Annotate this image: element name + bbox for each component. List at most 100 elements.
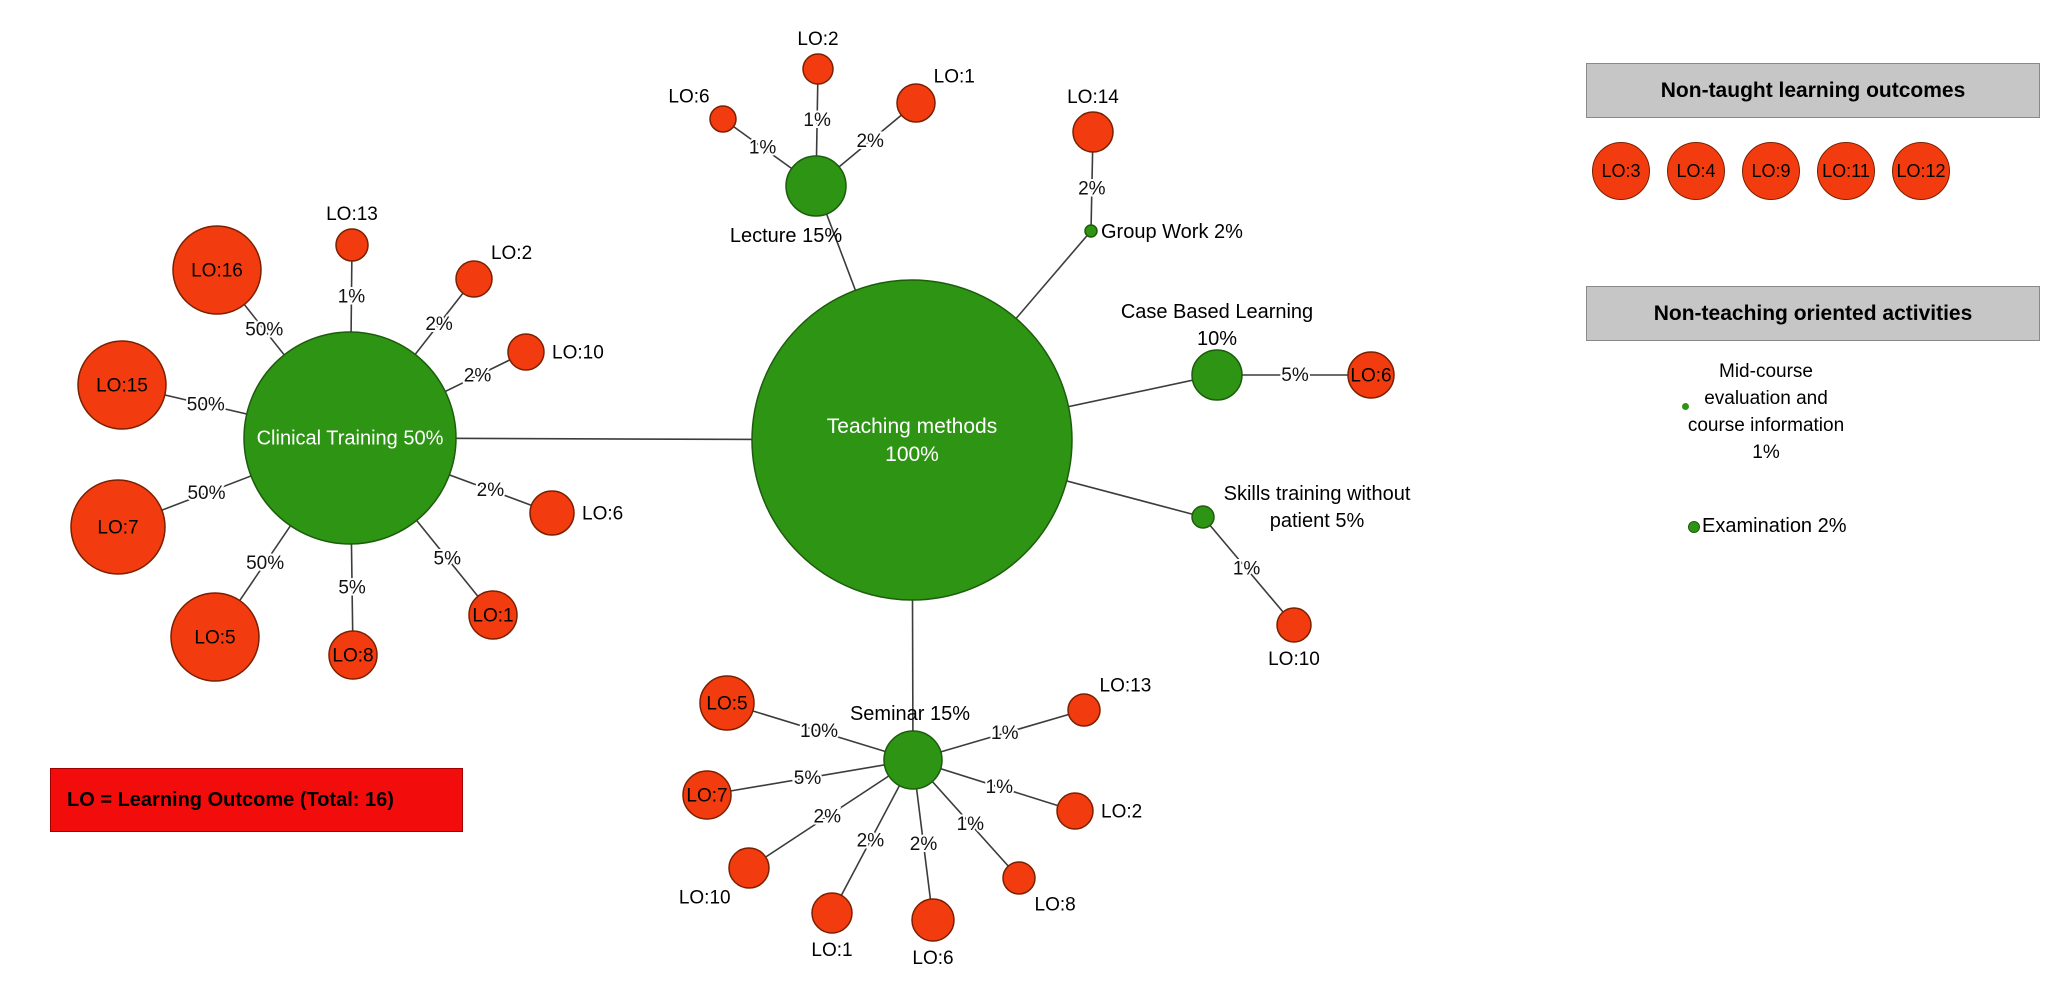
node-label-c2: LO:2 [491,243,532,264]
node-label-cbl: 10% [1197,328,1237,350]
edge-label-lecture-le6: 1% [749,138,777,159]
edge-seminar-se7 [706,759,914,796]
edge-label-clinical-c7: 50% [187,483,225,504]
node-lo14[interactable] [1072,111,1114,153]
node-se6[interactable] [911,898,955,942]
node-label-teaching: 100% [885,443,939,466]
non-taught-lo[interactable]: LO:11 [1817,142,1875,200]
node-label-se2: LO:2 [1101,801,1142,822]
node-label-se6: LO:6 [912,948,953,969]
node-label-groupwork: Group Work 2% [1101,221,1243,243]
midcourse-item: Mid-course evaluation and course informa… [1646,358,1886,466]
node-seminar[interactable] [883,730,943,790]
node-c2[interactable] [455,260,493,298]
non-taught-lo[interactable]: LO:9 [1742,142,1800,200]
node-label-skills: Skills training without [1224,483,1411,505]
edge-skills-sk10 [1202,516,1295,626]
node-skills[interactable] [1191,505,1215,529]
node-label-c16: LO:16 [191,260,243,281]
node-label-se5: LO:5 [706,693,747,714]
non-taught-outcomes: LO:3 LO:4 LO:9 LO:11 LO:12 [1592,142,1950,200]
node-label-se8: LO:8 [1035,895,1076,916]
midcourse-dot-icon [1682,403,1689,410]
node-label-lecture: Lecture 15% [730,225,843,247]
node-label-se13: LO:13 [1100,675,1152,696]
node-se5[interactable] [699,675,755,731]
edge-label-clinical-c2: 2% [425,314,453,335]
node-label-cb6: LO:6 [1350,365,1391,386]
node-se10[interactable] [728,847,770,889]
non-teaching-header: Non-teaching oriented activities [1586,286,2040,341]
examination-dot-icon [1688,520,1700,533]
edge-label-cbl-cb6: 5% [1281,365,1309,386]
legend-box: LO = Learning Outcome (Total: 16) [50,768,463,832]
node-label-lo14: LO:14 [1067,87,1119,108]
node-c8[interactable] [328,630,378,680]
node-label-teaching: Teaching methods [827,415,997,438]
node-c15[interactable] [77,340,167,430]
node-le6[interactable] [709,105,737,133]
node-lecture[interactable] [785,155,847,217]
node-c7[interactable] [70,479,166,575]
node-se13[interactable] [1067,693,1101,727]
edge-label-seminar-se10: 2% [814,806,842,827]
node-teaching[interactable] [751,279,1073,601]
node-label-c5: LO:5 [194,627,235,648]
midcourse-line: 1% [1752,442,1780,463]
node-label-skills: patient 5% [1270,510,1365,532]
non-taught-lo[interactable]: LO:12 [1892,142,1950,200]
node-label-c1: LO:1 [472,605,513,626]
node-label-cbl: Case Based Learning [1121,301,1313,323]
node-cb6[interactable] [1347,351,1395,399]
examination-label: Examination 2% [1702,515,1847,537]
node-cbl[interactable] [1191,349,1243,401]
node-label-c10: LO:10 [552,342,604,363]
node-le1[interactable] [896,83,936,123]
node-c10[interactable] [507,333,545,371]
edge-label-seminar-se2: 1% [986,777,1014,798]
node-label-se7: LO:7 [686,785,727,806]
node-label-c13: LO:13 [326,204,378,225]
edge-label-seminar-se13: 1% [991,723,1019,744]
non-taught-lo[interactable]: LO:3 [1592,142,1650,200]
right-panel: Non-taught learning outcomes LO:3 LO:4 L… [1586,63,2040,623]
edge-label-clinical-c8: 5% [338,577,366,598]
edge-label-seminar-se8: 1% [957,814,985,835]
non-taught-lo[interactable]: LO:4 [1667,142,1725,200]
edge-label-seminar-se7: 5% [794,768,822,789]
node-c13[interactable] [335,228,369,262]
edge-label-clinical-c15: 50% [187,394,225,415]
node-c6[interactable] [529,490,575,536]
node-c5[interactable] [170,592,260,682]
edge-label-groupwork-lo14: 2% [1078,178,1106,199]
node-c1[interactable] [468,590,518,640]
node-label-c7: LO:7 [97,517,138,538]
edge-label-clinical-c6: 2% [477,480,505,501]
node-label-c8: LO:8 [332,645,373,666]
midcourse-line: course information [1687,415,1845,436]
edge-seminar-se5 [726,702,914,761]
node-se7[interactable] [682,770,732,820]
edge-label-clinical-c16: 50% [245,320,283,341]
edge-label-seminar-se5: 10% [800,721,838,742]
node-sk10[interactable] [1276,607,1312,643]
node-label-clinical: Clinical Training 50% [257,428,444,450]
node-groupwork[interactable] [1084,224,1098,238]
edge-label-seminar-se1: 2% [857,830,885,851]
edge-label-clinical-c10: 2% [464,366,492,387]
node-se1[interactable] [811,892,853,934]
node-c16[interactable] [172,225,262,315]
edge-seminar-se10 [748,759,914,869]
edge-label-clinical-c5: 50% [246,553,284,574]
node-clinical[interactable] [243,331,457,545]
node-le2[interactable] [802,53,834,85]
edge-label-seminar-se6: 2% [910,834,938,855]
examination-item: Examination 2% [1688,515,1847,538]
node-label-sk10: LO:10 [1268,649,1320,670]
node-label-c15: LO:15 [96,375,148,396]
node-se8[interactable] [1002,861,1036,895]
node-label-se10: LO:10 [679,887,731,908]
node-se2[interactable] [1056,792,1094,830]
midcourse-line: evaluation and [1704,388,1828,409]
